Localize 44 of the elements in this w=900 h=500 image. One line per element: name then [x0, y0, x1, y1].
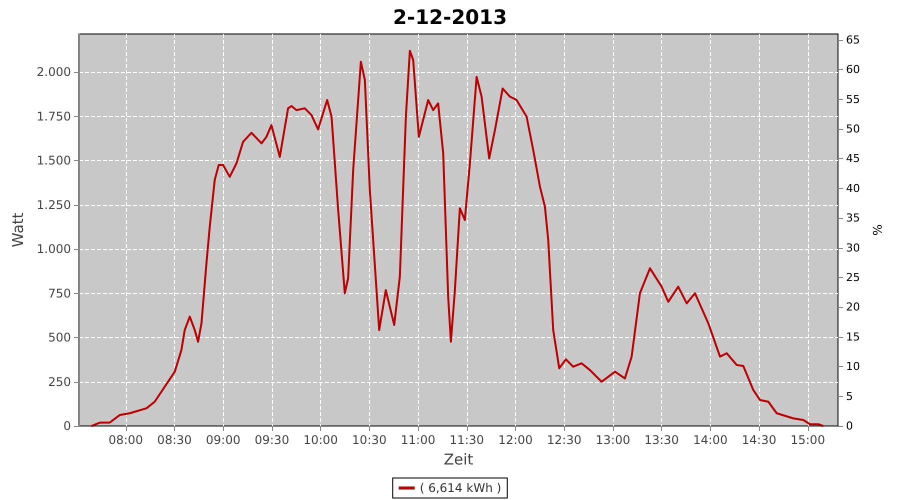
x-axis-title: Zeit: [444, 450, 474, 468]
y2-tick-label: 15: [846, 330, 860, 344]
y2-tick-label: 30: [846, 241, 860, 254]
x-tick-label: 14:30: [742, 433, 776, 447]
x-tick-label: 15:00: [790, 433, 826, 447]
chart-title: 2-12-2013: [392, 5, 508, 29]
x-tick-label: 09:30: [254, 433, 290, 447]
y-axis-title: Watt: [9, 212, 28, 248]
y-tick-label: 1.000: [36, 242, 71, 256]
y-tick-label: 1.750: [36, 109, 71, 124]
y2-tick-label: 10: [846, 360, 860, 374]
x-tick-label: 12:30: [546, 433, 582, 447]
y2-tick-label: 35: [846, 212, 860, 225]
y2-tick-label: 50: [846, 122, 860, 136]
y2-tick-label: 60: [846, 63, 860, 76]
x-tick-label: 09:00: [206, 433, 240, 447]
x-tick-label: 10:30: [352, 433, 387, 447]
x-tick-label: 10:00: [303, 433, 338, 447]
x-tick-label: 13:00: [596, 433, 630, 447]
y-tick-label: 250: [48, 374, 71, 389]
y2-tick-label: 25: [846, 271, 860, 284]
legend-label: ( 6,614 kWh ): [420, 481, 502, 495]
y2-tick-label: 65: [846, 33, 860, 46]
y-tick-label: 2.000: [36, 65, 71, 80]
y2-tick-label: 20: [846, 300, 860, 314]
y-tick-label: 750: [48, 286, 71, 300]
x-tick-label: 08:30: [157, 433, 192, 447]
y2-tick-label: 40: [846, 182, 860, 195]
x-tick-label: 12:00: [498, 433, 533, 447]
y-tick-label: 1.250: [36, 198, 71, 212]
x-tick-label: 11:30: [449, 433, 484, 447]
y2-tick-label: 0: [846, 420, 853, 432]
y-tick-label: 1.500: [36, 154, 71, 168]
x-tick-label: 14:00: [693, 433, 728, 447]
x-tick-label: 11:00: [400, 433, 436, 447]
x-tick-label: 08:00: [108, 433, 144, 447]
y-tick-label: 0: [63, 419, 71, 433]
y2-tick-label: 45: [846, 152, 860, 166]
y2-tick-label: 5: [846, 390, 853, 403]
y2-tick-label: 55: [846, 92, 860, 106]
y2-axis-title: %: [870, 224, 884, 236]
x-tick-label: 13:30: [644, 433, 679, 447]
line-series: [90, 50, 824, 427]
y-tick-label: 500: [48, 330, 71, 345]
